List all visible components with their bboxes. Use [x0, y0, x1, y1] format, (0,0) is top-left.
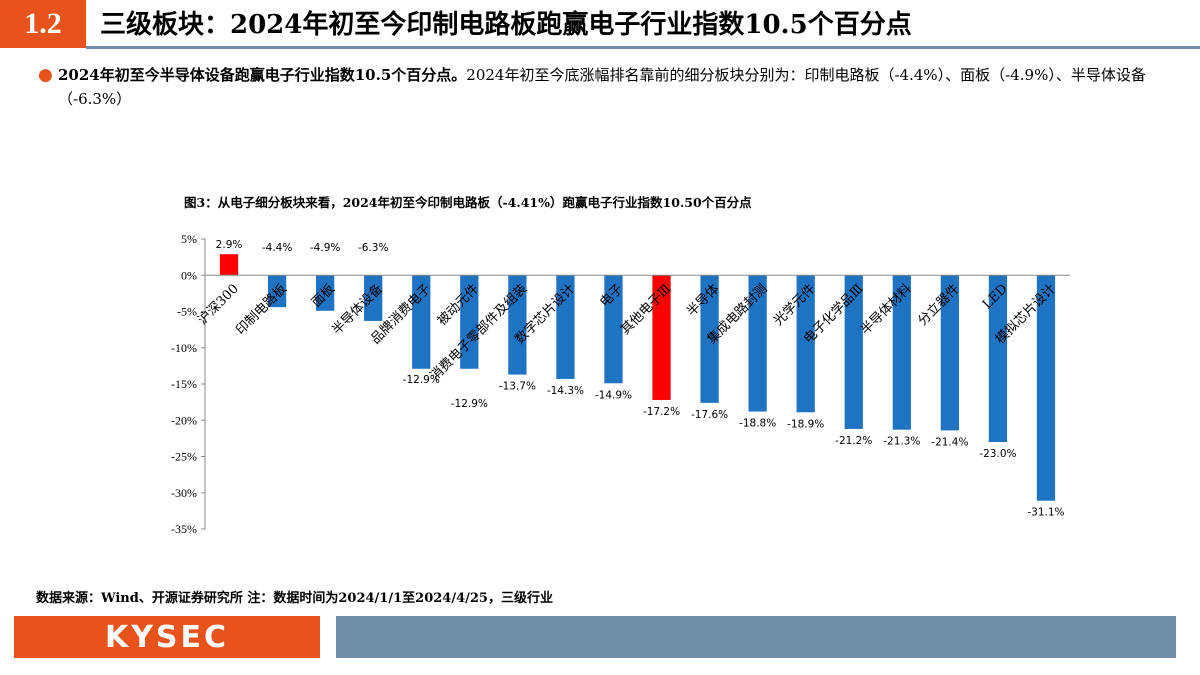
bar	[508, 275, 527, 375]
section-number: 1.2	[0, 0, 86, 48]
page-title: 三级板块：2024年初至今印制电路板跑赢电子行业指数10.5个百分点	[100, 10, 912, 40]
data-label: -6.3%	[358, 242, 388, 254]
bar	[412, 275, 431, 369]
bar	[556, 275, 575, 379]
bar	[267, 275, 287, 308]
bar	[652, 275, 671, 400]
logo-text: KYSEC	[104, 619, 230, 655]
data-label: -17.2%	[643, 406, 680, 418]
y-tick-label: 5%	[181, 232, 197, 246]
data-label: -21.3%	[883, 436, 920, 448]
bar	[748, 275, 767, 412]
bar	[364, 275, 383, 321]
y-tick-label: -20%	[171, 413, 197, 427]
bar	[604, 275, 623, 384]
data-label: -14.9%	[595, 389, 632, 401]
data-label: -21.2%	[835, 435, 872, 447]
bullet-paragraph: ● 2024年初至今半导体设备跑赢电子行业指数10.5个百分点。2024年初至今…	[38, 63, 1168, 111]
y-tick-label: -35%	[171, 522, 197, 536]
bar	[796, 275, 815, 413]
y-tick-label: -10%	[171, 341, 197, 355]
bar	[844, 275, 863, 429]
data-label: -4.9%	[310, 242, 340, 254]
bar	[460, 275, 479, 369]
y-tick-label: -5%	[177, 305, 197, 319]
data-label: -18.8%	[739, 418, 776, 430]
data-label: -17.6%	[691, 409, 728, 421]
bar	[219, 254, 239, 276]
data-label: -18.9%	[787, 418, 824, 430]
data-label: 2.9%	[216, 239, 243, 251]
bar	[940, 275, 959, 431]
data-label: -12.9%	[451, 398, 488, 410]
bullet-text: 2024年初至今底涨幅排名靠前的细分板块分别为：印制电路板（-4.4%）、面板（…	[58, 66, 1146, 108]
data-label: -31.1%	[1027, 507, 1064, 519]
y-tick-label: -15%	[171, 377, 197, 391]
data-label: -14.3%	[547, 385, 584, 397]
bar	[892, 275, 911, 430]
header-divider	[86, 46, 1200, 49]
bullet-dot-icon: ●	[38, 65, 53, 85]
bullet-bold-text: 2024年初至今半导体设备跑赢电子行业指数10.5个百分点。	[58, 66, 467, 84]
data-label: -4.4%	[262, 242, 292, 254]
data-label: -21.4%	[931, 436, 968, 448]
bar	[1036, 275, 1056, 501]
category-label: 沪深300	[195, 281, 242, 328]
bar	[316, 275, 335, 311]
footer-band	[336, 616, 1176, 658]
data-label: -12.9%	[403, 374, 440, 386]
data-label: -23.0%	[979, 448, 1016, 460]
figure-title: 图3：从电子细分板块来看，2024年初至今印制电路板（-4.41%）跑赢电子行业…	[184, 195, 752, 210]
bar	[988, 275, 1008, 442]
y-tick-label: -30%	[171, 486, 197, 500]
y-tick-label: 0%	[181, 268, 197, 282]
data-label: -13.7%	[499, 381, 536, 393]
y-tick-label: -25%	[171, 450, 197, 464]
data-source-note: 数据来源：Wind、开源证券研究所 注：数据时间为2024/1/1至2024/4…	[36, 591, 553, 606]
bar	[700, 275, 719, 403]
kysec-logo: KYSEC	[14, 616, 320, 658]
category-label: 印制电路板	[233, 281, 290, 338]
